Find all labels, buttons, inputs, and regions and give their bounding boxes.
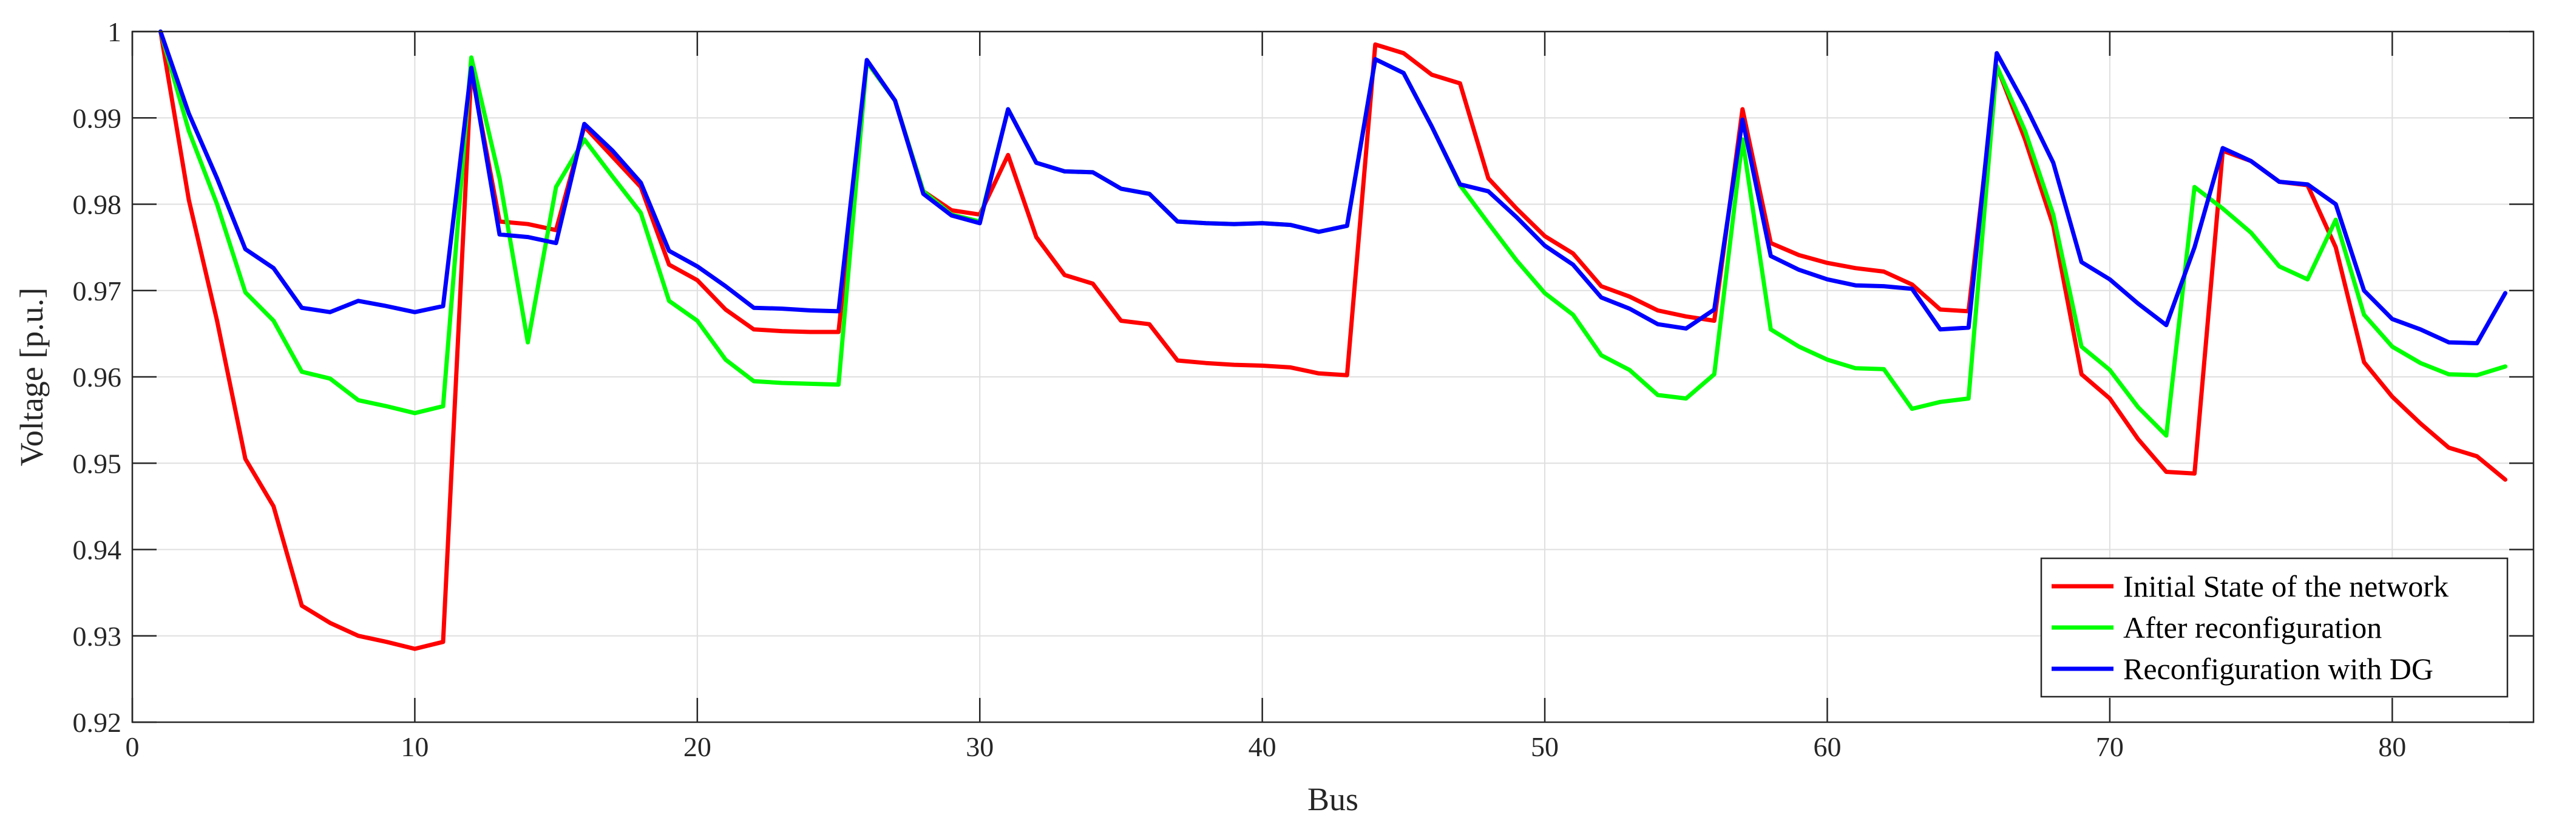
x-tick-label: 70 bbox=[2096, 731, 2124, 762]
x-tick-label: 50 bbox=[1531, 731, 1559, 762]
legend-label-initial: Initial State of the network bbox=[2123, 569, 2449, 603]
series-line-dg bbox=[158, 29, 2507, 345]
y-tick-label: 0.99 bbox=[73, 103, 122, 134]
y-tick-label: 0.92 bbox=[73, 707, 122, 738]
ticks bbox=[131, 30, 2534, 723]
x-axis-label: Bus bbox=[1307, 781, 1358, 817]
series-line-initial bbox=[158, 29, 2507, 651]
y-tick-label: 1 bbox=[107, 16, 121, 47]
y-tick-label: 0.94 bbox=[73, 535, 122, 566]
legend-label-reconfiguration: After reconfiguration bbox=[2123, 611, 2382, 645]
legend: Initial State of the network After recon… bbox=[2040, 557, 2509, 698]
x-tick-label: 80 bbox=[2378, 731, 2406, 762]
y-tick-label: 0.93 bbox=[73, 621, 122, 652]
y-tick-label: 0.95 bbox=[73, 448, 122, 479]
x-tick-label: 30 bbox=[966, 731, 994, 762]
x-tick-label: 0 bbox=[126, 731, 140, 762]
series-layer bbox=[158, 29, 2507, 651]
x-tick-label: 10 bbox=[401, 731, 429, 762]
y-tick-label: 0.96 bbox=[73, 362, 122, 393]
y-tick-label: 0.98 bbox=[73, 189, 122, 220]
y-axis-label: Voltage [p.u.] bbox=[13, 288, 50, 466]
x-tick-label: 20 bbox=[683, 731, 711, 762]
x-tick-label: 60 bbox=[1813, 731, 1841, 762]
legend-box bbox=[2040, 557, 2509, 698]
y-tick-label: 0.97 bbox=[73, 276, 122, 306]
x-tick-label: 40 bbox=[1249, 731, 1276, 762]
tick-labels: 0 10 20 30 40 50 60 70 80 0.92 0.93 0.94 0.95 0.96 0.9… bbox=[73, 16, 2407, 762]
legend-label-dg: Reconfiguration with DG bbox=[2123, 652, 2433, 686]
